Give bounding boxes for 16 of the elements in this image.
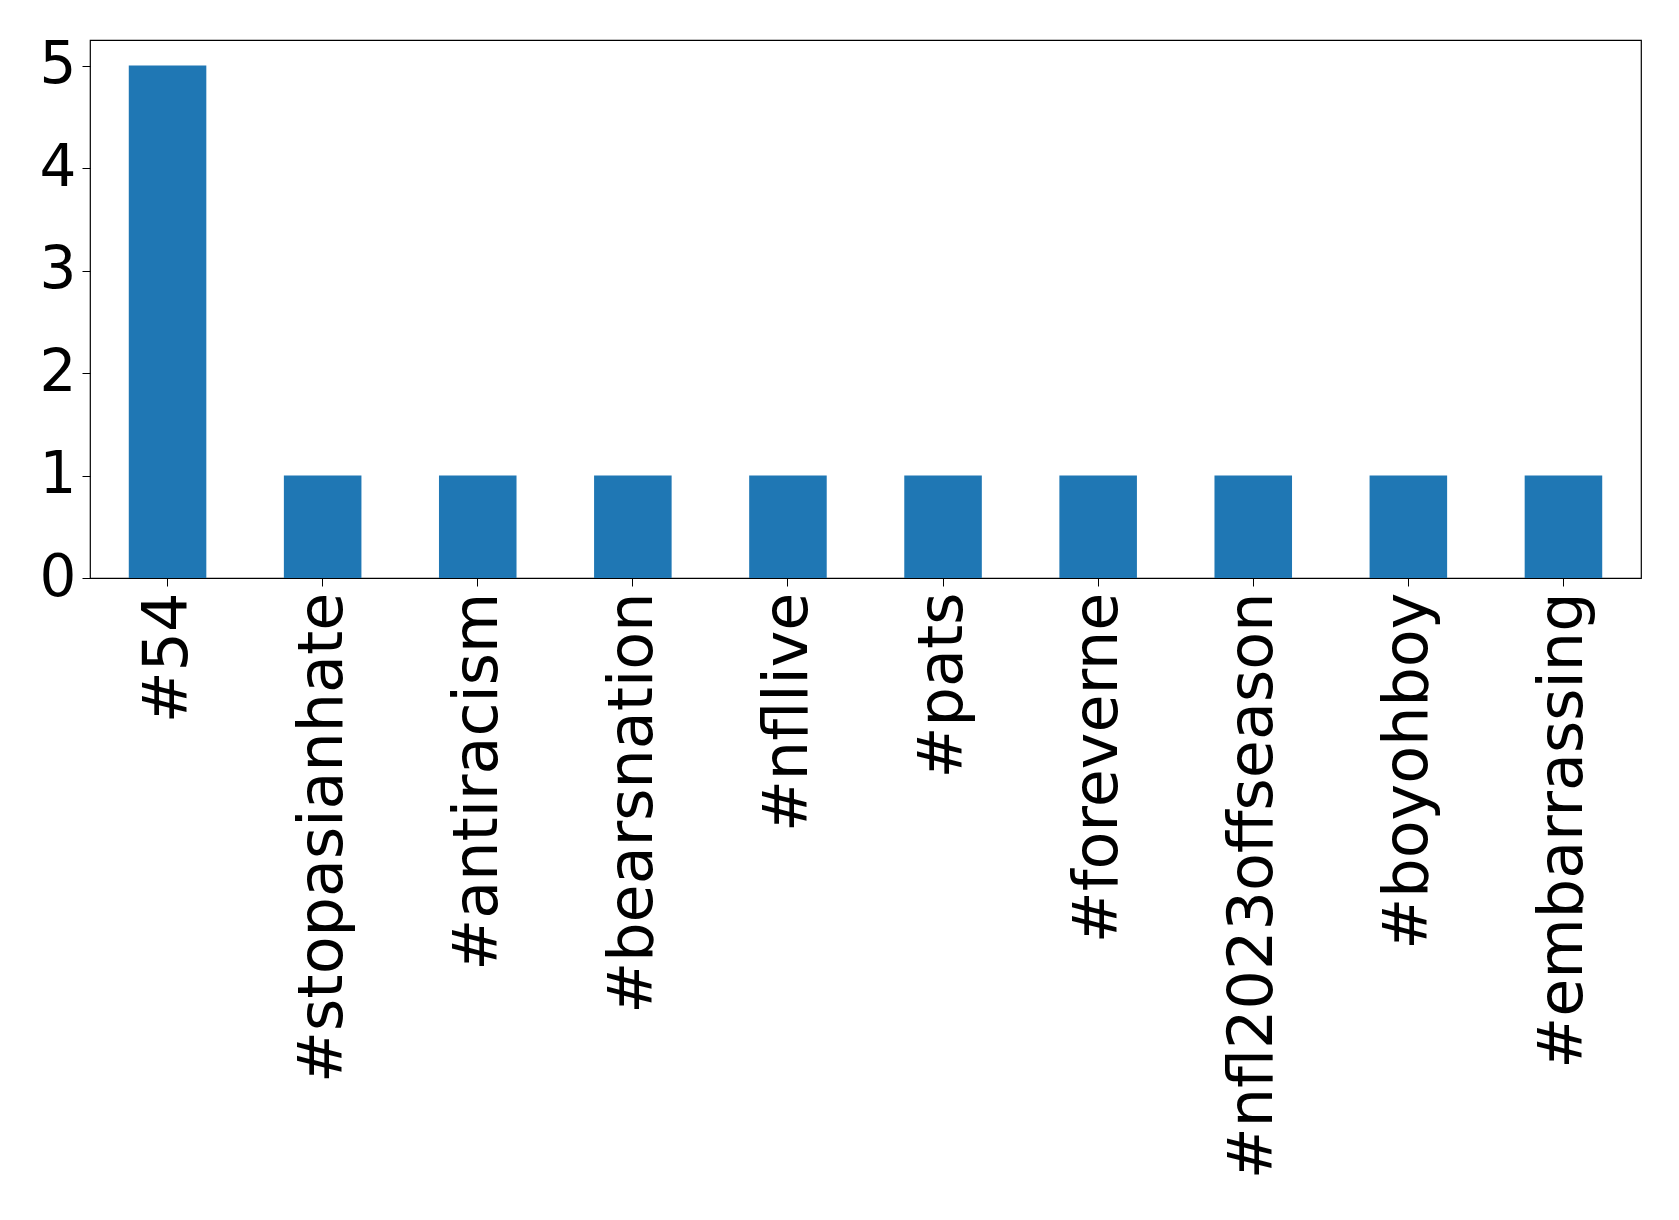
y-tick-label: 2 — [39, 336, 77, 405]
x-tick-label: #nfl2023offseason — [1214, 592, 1288, 1180]
y-tick-label: 0 — [39, 541, 77, 610]
x-tick-label: #boyohboy — [1369, 592, 1443, 950]
y-tick-label: 4 — [39, 131, 77, 200]
x-tick-label: #bearsnation — [593, 592, 667, 1014]
x-tick-label: #pats — [904, 592, 978, 779]
x-tick-label: #nfllive — [748, 592, 822, 833]
x-tick-label: #foreverne — [1059, 592, 1133, 944]
x-tick-label: #stopasianhate — [283, 592, 357, 1083]
y-tick-label: 5 — [39, 29, 77, 98]
y-tick-label: 1 — [39, 439, 77, 508]
y-tick-label: 3 — [39, 234, 77, 303]
x-tick-label: #54 — [128, 592, 202, 724]
x-tick-label: #antiracism — [438, 592, 512, 971]
x-tick-label: #embarrassing — [1524, 592, 1598, 1069]
